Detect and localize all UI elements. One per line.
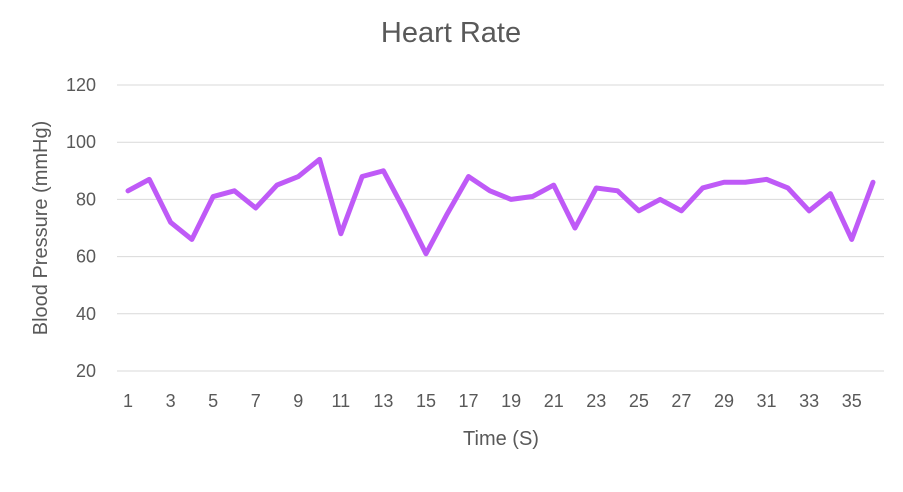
x-tick-label: 5 bbox=[208, 391, 218, 411]
x-tick-label: 1 bbox=[123, 391, 133, 411]
gridlines bbox=[117, 84, 884, 372]
y-axis-tick-labels: 20 40 60 80 100 120 bbox=[66, 75, 96, 381]
x-tick-label: 19 bbox=[501, 391, 521, 411]
y-axis-title: Blood Pressure (mmHg) bbox=[30, 121, 52, 336]
x-tick-label: 13 bbox=[373, 391, 393, 411]
chart-title: Heart Rate bbox=[381, 17, 521, 49]
y-tick-label: 80 bbox=[76, 189, 96, 209]
x-tick-label: 9 bbox=[293, 391, 303, 411]
x-tick-label: 25 bbox=[629, 391, 649, 411]
y-tick-label: 100 bbox=[66, 132, 96, 152]
x-tick-label: 23 bbox=[586, 391, 606, 411]
x-tick-label: 7 bbox=[251, 391, 261, 411]
y-tick-label: 40 bbox=[76, 304, 96, 324]
x-tick-label: 35 bbox=[842, 391, 862, 411]
y-tick-label: 20 bbox=[76, 361, 96, 381]
x-axis-tick-labels: 1 3 5 7 9 11 13 15 17 19 21 23 25 27 29 31 33 35 bbox=[123, 391, 862, 411]
x-tick-label: 3 bbox=[166, 391, 176, 411]
series-line-0 bbox=[125, 156, 876, 257]
x-tick-label: 11 bbox=[332, 391, 351, 411]
y-tick-label: 60 bbox=[76, 247, 96, 267]
x-tick-label: 27 bbox=[671, 391, 691, 411]
y-tick-label: 120 bbox=[66, 75, 96, 95]
x-tick-label: 31 bbox=[757, 391, 777, 411]
x-tick-label: 17 bbox=[459, 391, 479, 411]
x-tick-label: 15 bbox=[416, 391, 436, 411]
series-layer bbox=[125, 156, 876, 257]
x-tick-label: 29 bbox=[714, 391, 734, 411]
x-tick-label: 21 bbox=[544, 391, 564, 411]
x-axis-title: Time (S) bbox=[463, 428, 539, 450]
x-tick-label: 33 bbox=[799, 391, 819, 411]
